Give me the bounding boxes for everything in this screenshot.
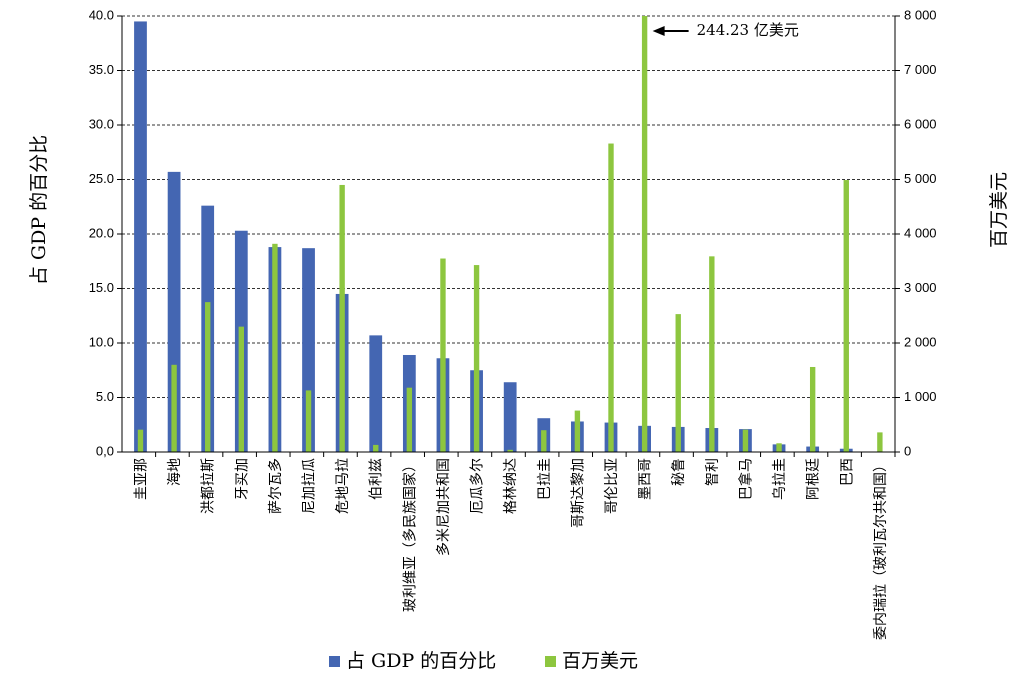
x-tick-label: 格林纳达 (503, 458, 519, 514)
bar-million-usd (709, 256, 715, 452)
y-axis-right-title: 百万美元 (988, 172, 1010, 248)
y-tick-label-left: 0,0 (96, 443, 114, 458)
x-tick-label: 海地 (167, 458, 183, 486)
y-tick-label-right: 5 000 (904, 171, 937, 186)
y-tick-label-right: 1 000 (904, 389, 937, 404)
x-tick-label: 巴拿马 (737, 458, 754, 500)
y-tick-label-right: 3 000 (904, 280, 937, 295)
bar-million-usd (440, 258, 446, 452)
y-tick-label-left: 10.0 (89, 334, 114, 349)
x-tick-label: 乌拉圭 (772, 458, 788, 500)
bar-million-usd (137, 429, 144, 452)
y-tick-label-left: 40.0 (89, 7, 114, 22)
y-tick-label-left: 25.0 (89, 171, 114, 186)
bar-million-usd (843, 180, 849, 453)
x-tick-label: 哥斯达黎加 (570, 458, 586, 528)
x-tick-label: 委内瑞拉（玻利瓦尔共和国） (873, 458, 889, 640)
x-tick-label: 秘鲁 (671, 458, 687, 486)
x-tick-label: 智利 (705, 458, 721, 486)
axes (117, 15, 900, 457)
x-tick-label: 哥伦比亚 (604, 458, 620, 514)
bars (134, 16, 883, 453)
y-tick-label-right: 0 (904, 443, 911, 458)
bar-pct-gdp (167, 171, 181, 452)
y-tick-label-left: 35.0 (89, 62, 114, 77)
bar-million-usd (373, 444, 379, 452)
x-tick-label: 阿根廷 (806, 458, 822, 500)
x-tick-label: 巴西 (839, 458, 855, 486)
bar-million-usd (574, 410, 581, 452)
legend-label-pct-gdp: 占 GDP 的百分比 (346, 650, 496, 672)
legend-swatch-pct-gdp (329, 656, 340, 667)
y-tick-label-right: 7 000 (904, 62, 937, 77)
annotation: 244.23 亿美元 (652, 21, 799, 39)
y-tick-label-right: 4 000 (904, 225, 937, 240)
x-tick-label: 牙买加 (234, 458, 250, 500)
annotation-text: 244.23 亿美元 (697, 21, 799, 39)
x-tick-label: 危地马拉 (335, 458, 351, 514)
x-tick-label: 洪都拉斯 (201, 458, 217, 514)
x-tick-label: 墨西哥 (638, 458, 654, 500)
bar-pct-gdp (134, 21, 147, 452)
bar-million-usd (608, 143, 614, 452)
x-tick-label: 巴拉圭 (537, 458, 553, 500)
y-axis-left-title: 占 GDP 的百分比 (28, 135, 50, 285)
y-tick-label-right: 6 000 (904, 116, 937, 131)
bar-million-usd (742, 429, 749, 452)
bar-pct-gdp (503, 382, 517, 452)
y-tick-label-left: 15.0 (89, 280, 114, 295)
x-tick-label: 玻利维亚（多民族国家） (401, 458, 418, 612)
bar-million-usd (641, 16, 648, 452)
bar-million-usd (809, 366, 816, 452)
bar-pct-gdp (302, 248, 315, 452)
bar-million-usd (675, 314, 681, 452)
x-tick-label: 伯利兹 (369, 458, 385, 500)
labels: 0,0 0 5.0 1 000 10.0 2 000 15.0 3 000 20.0 4 000 2… (89, 7, 937, 640)
bar-million-usd (507, 449, 513, 452)
y-tick-label-left: 30.0 (89, 116, 114, 131)
bar-million-usd (473, 265, 480, 452)
bar-million-usd (171, 364, 177, 452)
bar-million-usd (238, 326, 244, 452)
y-tick-label-left: 20.0 (89, 225, 114, 240)
bar-pct-gdp (369, 335, 383, 452)
bar-million-usd (406, 387, 413, 452)
bar-million-usd (339, 184, 345, 452)
legend-label-million-usd: 百万美元 (562, 650, 638, 672)
bar-million-usd (877, 432, 883, 452)
y-tick-label-right: 8 000 (904, 7, 937, 22)
annotation-arrow-head (652, 26, 665, 36)
bar-million-usd (776, 443, 782, 452)
y-tick-label-left: 5.0 (96, 389, 114, 404)
legend: 占 GDP 的百分比 百万美元 (329, 650, 638, 672)
x-tick-label: 萨尔瓦多 (267, 458, 284, 514)
y-tick-label-right: 2 000 (904, 334, 937, 349)
bar-million-usd (272, 243, 278, 452)
bar-million-usd (305, 390, 312, 452)
x-tick-label: 尼加拉瓜 (302, 458, 318, 514)
bar-million-usd (205, 302, 211, 452)
bar-million-usd (541, 430, 547, 452)
x-tick-label: 圭亚那 (133, 458, 149, 500)
x-tick-label: 多米尼加共和国 (435, 458, 452, 556)
legend-swatch-million-usd (545, 656, 556, 667)
x-tick-label: 厄瓜多尔 (469, 458, 486, 514)
